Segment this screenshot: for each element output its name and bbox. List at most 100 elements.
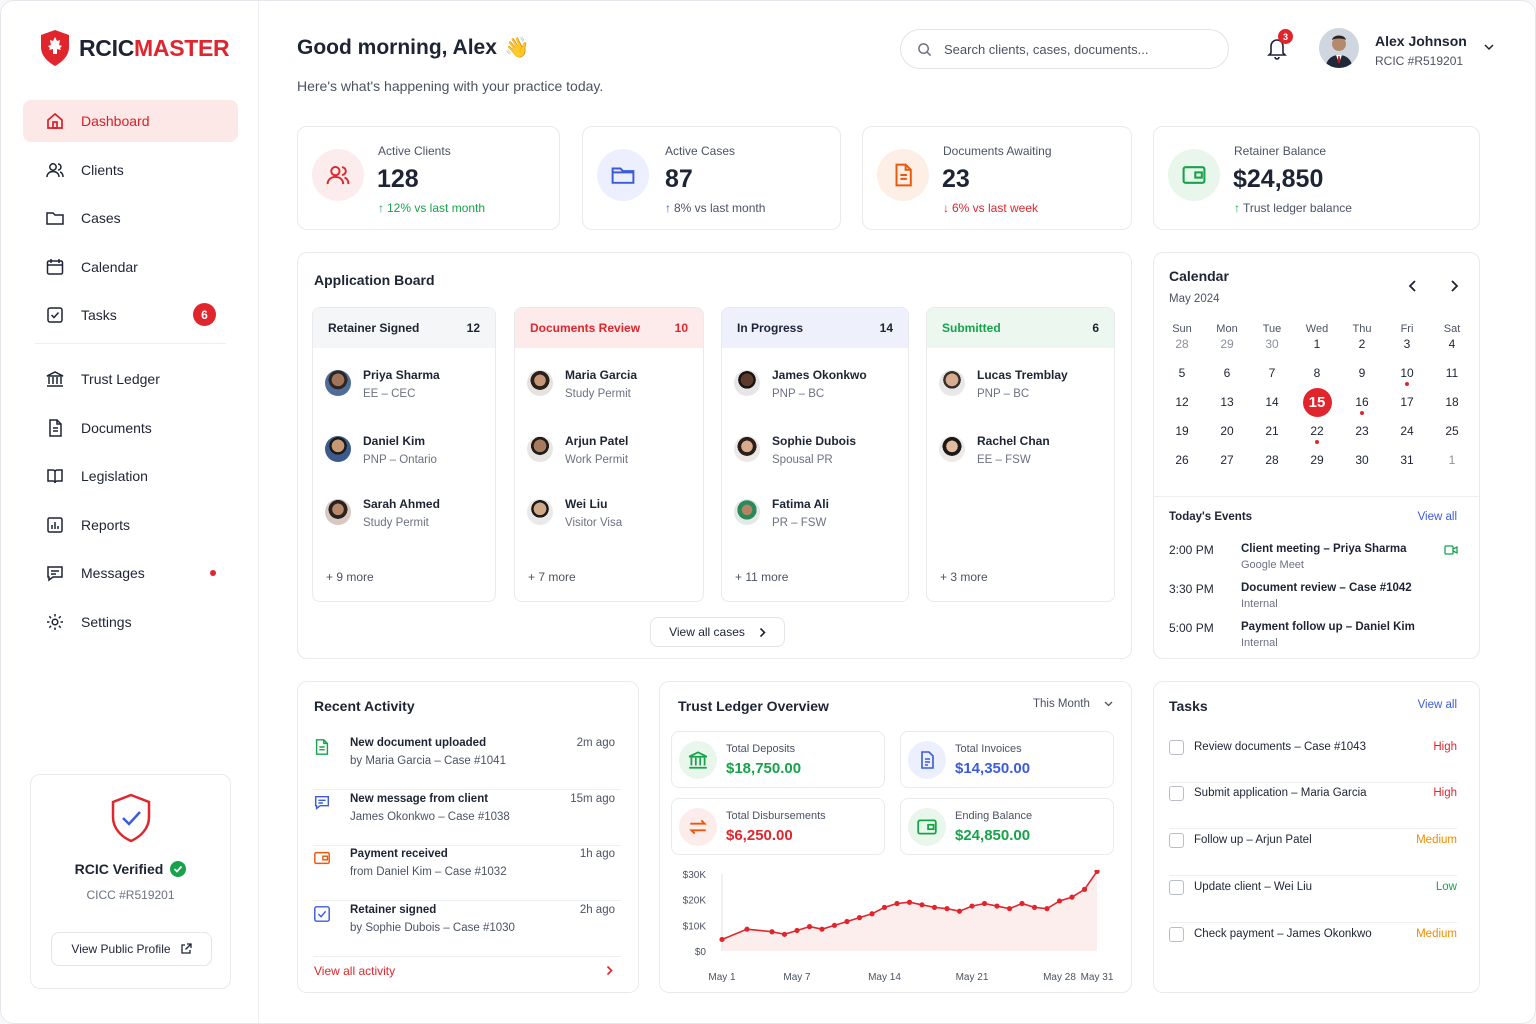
case-card[interactable]: Lucas Tremblay PNP – BC: [939, 364, 1068, 400]
task-item[interactable]: Follow up – Arjun Patel Medium: [1169, 829, 1457, 876]
case-card[interactable]: Rachel Chan EE – FSW: [939, 430, 1050, 466]
sidebar-item-documents[interactable]: Documents: [23, 407, 238, 449]
activity-item[interactable]: New message from client James Okonkwo – …: [313, 791, 621, 846]
case-card[interactable]: Arjun Patel Work Permit: [527, 430, 628, 466]
calendar-day[interactable]: 19: [1175, 424, 1189, 438]
case-card[interactable]: Sophie Dubois Spousal PR: [734, 430, 856, 466]
case-card[interactable]: Daniel Kim PNP – Ontario: [325, 430, 437, 466]
calendar-day[interactable]: 16: [1355, 395, 1369, 409]
task-item[interactable]: Update client – Wei Liu Low: [1169, 876, 1457, 923]
calendar-day[interactable]: 29: [1220, 337, 1234, 351]
avatar[interactable]: [1319, 28, 1359, 68]
calendar-day-today[interactable]: 15: [1302, 387, 1332, 417]
task-checkbox[interactable]: [1169, 833, 1184, 848]
tasks-view-all-link[interactable]: View all: [1417, 699, 1457, 711]
sidebar-item-settings[interactable]: Settings: [23, 601, 238, 643]
view-public-profile-button[interactable]: View Public Profile: [51, 932, 212, 966]
calendar-day[interactable]: 4: [1448, 337, 1456, 351]
calendar-day[interactable]: 25: [1445, 424, 1459, 438]
more-link[interactable]: + 9 more: [326, 570, 374, 584]
calendar-day[interactable]: 1: [1313, 337, 1321, 351]
calendar-day[interactable]: 30: [1355, 453, 1369, 467]
calendar-day[interactable]: 28: [1265, 453, 1279, 467]
calendar-day[interactable]: 22: [1310, 424, 1324, 438]
ledger-tile-ending-balance[interactable]: Ending Balance $24,850.00: [900, 798, 1114, 855]
case-card[interactable]: Wei Liu Visitor Visa: [527, 493, 622, 529]
activity-item[interactable]: Retainer signed by Sophie Dubois – Case …: [313, 902, 621, 957]
sidebar-item-clients[interactable]: Clients: [23, 149, 238, 191]
calendar-day[interactable]: 21: [1265, 424, 1279, 438]
events-view-all-link[interactable]: View all: [1417, 511, 1457, 523]
sidebar-item-label: Trust Ledger: [81, 370, 160, 387]
calendar-day[interactable]: 12: [1175, 395, 1189, 409]
sidebar-item-reports[interactable]: Reports: [23, 504, 238, 546]
calendar-day[interactable]: 9: [1358, 366, 1366, 380]
task-checkbox[interactable]: [1169, 927, 1184, 942]
more-link[interactable]: + 11 more: [735, 570, 789, 584]
calendar-day[interactable]: 18: [1445, 395, 1459, 409]
calendar-day[interactable]: 13: [1220, 395, 1234, 409]
task-checkbox[interactable]: [1169, 740, 1184, 755]
search-bar[interactable]: [900, 29, 1229, 69]
chevron-left-icon[interactable]: [1408, 279, 1418, 293]
calendar-day[interactable]: 5: [1178, 366, 1186, 380]
case-card[interactable]: Sarah Ahmed Study Permit: [325, 493, 440, 529]
search-input[interactable]: [944, 41, 1214, 57]
sidebar-item-dashboard[interactable]: Dashboard: [23, 100, 238, 142]
view-all-cases-button[interactable]: View all cases: [650, 617, 785, 647]
more-link[interactable]: + 7 more: [528, 570, 576, 584]
sidebar-item-trust-ledger[interactable]: Trust Ledger: [23, 358, 238, 400]
kpi-retainer-balance[interactable]: Retainer Balance $24,850 ↑ Trust ledger b…: [1153, 126, 1480, 230]
kpi-active-clients[interactable]: Active Clients 128 ↑ 12% vs last month: [297, 126, 560, 230]
calendar-day[interactable]: 31: [1400, 453, 1414, 467]
task-checkbox[interactable]: [1169, 786, 1184, 801]
x-tick-label: May 1: [708, 972, 736, 983]
ledger-tile-deposits[interactable]: Total Deposits $18,750.00: [671, 731, 885, 788]
case-card[interactable]: Fatima Ali PR – FSW: [734, 493, 829, 529]
kpi-documents-awaiting[interactable]: Documents Awaiting 23 ↓ 6% vs last week: [862, 126, 1132, 230]
calendar-day[interactable]: 11: [1445, 366, 1459, 380]
task-item[interactable]: Check payment – James Okonkwo Medium: [1169, 923, 1457, 970]
logo[interactable]: RCICMASTER: [39, 29, 230, 67]
sidebar-item-tasks[interactable]: Tasks 6: [23, 294, 238, 336]
case-card[interactable]: Maria Garcia Study Permit: [527, 364, 637, 400]
calendar-day[interactable]: 7: [1268, 366, 1276, 380]
chevron-right-icon[interactable]: [606, 965, 613, 976]
sidebar-item-cases[interactable]: Cases: [23, 197, 238, 239]
activity-item[interactable]: Payment received from Daniel Kim – Case …: [313, 846, 621, 901]
case-card[interactable]: Priya Sharma EE – CEC: [325, 364, 440, 400]
task-item[interactable]: Submit application – Maria Garcia High: [1169, 782, 1457, 829]
calendar-day[interactable]: 6: [1223, 366, 1231, 380]
calendar-day[interactable]: 14: [1265, 395, 1279, 409]
calendar-day[interactable]: 10: [1400, 366, 1414, 380]
activity-item[interactable]: New document uploaded by Maria Garcia – …: [313, 735, 621, 790]
view-all-activity-link[interactable]: View all activity: [314, 964, 396, 978]
calendar-day[interactable]: 29: [1310, 453, 1324, 467]
calendar-day[interactable]: 23: [1355, 424, 1369, 438]
calendar-day[interactable]: 8: [1313, 366, 1321, 380]
calendar-day[interactable]: 28: [1175, 337, 1189, 351]
priority-badge: Low: [1435, 881, 1457, 893]
chevron-right-icon[interactable]: [1449, 279, 1459, 293]
sidebar-item-legislation[interactable]: Legislation: [23, 455, 238, 497]
calendar-day[interactable]: 26: [1175, 453, 1189, 467]
calendar-day[interactable]: 17: [1400, 395, 1414, 409]
chevron-down-icon[interactable]: [1483, 43, 1495, 51]
more-link[interactable]: + 3 more: [940, 570, 988, 584]
calendar-day[interactable]: 20: [1220, 424, 1234, 438]
calendar-day[interactable]: 3: [1403, 337, 1411, 351]
calendar-day[interactable]: 2: [1358, 337, 1366, 351]
sidebar-item-messages[interactable]: Messages: [23, 552, 238, 594]
calendar-day[interactable]: 30: [1265, 337, 1279, 351]
task-item[interactable]: Review documents – Case #1043 High: [1169, 736, 1457, 783]
period-select[interactable]: This Month: [1033, 698, 1113, 710]
calendar-day[interactable]: 27: [1220, 453, 1234, 467]
task-checkbox[interactable]: [1169, 880, 1184, 895]
kpi-active-cases[interactable]: Active Cases 87 ↑ 8% vs last month: [582, 126, 841, 230]
calendar-day[interactable]: 24: [1400, 424, 1414, 438]
sidebar-item-calendar[interactable]: Calendar: [23, 246, 238, 288]
ledger-tile-disbursements[interactable]: Total Disbursements $6,250.00: [671, 798, 885, 855]
case-card[interactable]: James Okonkwo PNP – BC: [734, 364, 867, 400]
calendar-day[interactable]: 1: [1448, 453, 1456, 467]
ledger-tile-invoices[interactable]: Total Invoices $14,350.00: [900, 731, 1114, 788]
